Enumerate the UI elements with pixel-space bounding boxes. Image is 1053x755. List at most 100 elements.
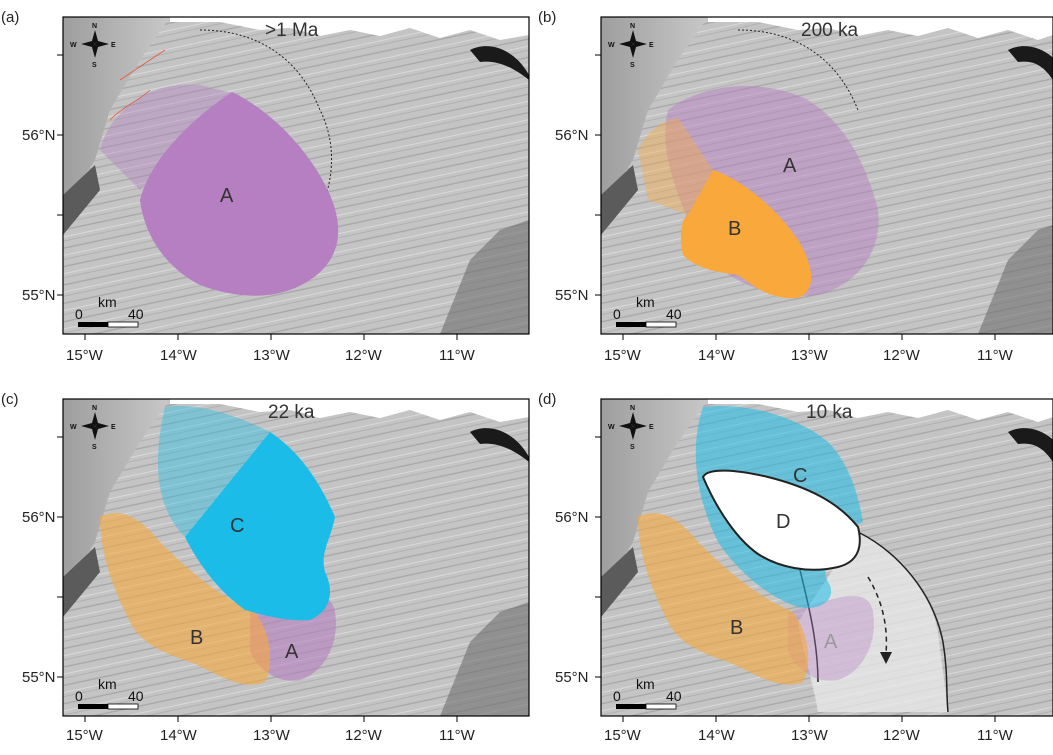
fan-area [798,532,948,712]
svg-text:0: 0 [613,306,621,322]
svg-text:W: W [70,424,77,431]
svg-text:14°W: 14°W [160,347,198,364]
compass-rose: N S E W [70,23,116,69]
svg-text:N: N [630,405,635,412]
svg-text:W: W [608,42,615,49]
svg-text:km: km [636,294,655,310]
svg-text:40: 40 [666,688,682,704]
svg-text:55°N: 55°N [22,669,56,686]
svg-text:W: W [608,424,615,431]
svg-text:13°W: 13°W [791,727,829,744]
svg-text:S: S [92,444,97,451]
svg-text:15°W: 15°W [604,347,642,364]
svg-text:S: S [630,62,635,69]
scale-bar: km 0 40 [613,676,682,710]
region-label-c: C [230,515,244,537]
region-label-c: C [793,465,807,487]
region-label-b: B [730,617,743,639]
flow-arrow [867,576,888,655]
region-label-a: A [783,155,797,177]
region-label-a: A [285,641,299,663]
shelf [63,17,170,210]
svg-text:56°N: 56°N [22,509,56,526]
svg-text:13°W: 13°W [253,347,291,364]
region-d [701,469,861,571]
scale-bar: km 0 40 [75,294,144,328]
region-b [100,513,271,685]
map-frame [62,398,530,717]
panel-c: (c) 22 ka C B A N S E W km 0 40 56°N 55°… [1,391,530,744]
age-label: 10 ka [806,402,853,423]
panel-letter: (d) [538,391,556,408]
panel-letter: (c) [1,391,19,408]
svg-text:S: S [630,444,635,451]
svg-text:12°W: 12°W [883,347,921,364]
panel-letter: (a) [1,9,19,26]
panel-letter: (b) [538,9,556,26]
svg-text:12°W: 12°W [345,347,383,364]
svg-text:13°W: 13°W [253,727,291,744]
svg-text:56°N: 56°N [555,509,589,526]
region-label-a: A [220,185,234,207]
region-a [140,92,339,296]
svg-text:14°W: 14°W [160,727,198,744]
map-frame [600,16,1053,335]
svg-text:55°N: 55°N [555,287,589,304]
svg-text:11°W: 11°W [439,727,476,744]
svg-text:13°W: 13°W [791,347,829,364]
svg-text:N: N [92,23,97,30]
svg-text:55°N: 55°N [555,669,589,686]
svg-text:E: E [111,424,116,431]
age-label: 200 ka [801,20,858,41]
svg-text:15°W: 15°W [66,347,104,364]
svg-text:km: km [98,676,117,692]
svg-text:12°W: 12°W [345,727,383,744]
svg-text:12°W: 12°W [883,727,921,744]
svg-text:E: E [649,424,654,431]
svg-text:11°W: 11°W [439,347,476,364]
panel-b: (b) 200 ka A B N S E W km 0 40 56°N 55°N [538,9,1053,364]
svg-text:W: W [70,42,77,49]
shelf-break [63,165,100,235]
svg-text:56°N: 56°N [555,127,589,144]
scale-bar: km 0 40 [75,676,144,710]
canyons [440,220,529,334]
svg-text:55°N: 55°N [22,287,56,304]
svg-text:15°W: 15°W [66,727,104,744]
region-c [185,432,335,621]
svg-text:N: N [630,23,635,30]
region-label-d: D [776,511,790,533]
region-label-b: B [190,627,203,649]
island [470,46,529,80]
region-b [680,170,812,299]
svg-text:N: N [92,405,97,412]
svg-text:km: km [636,676,655,692]
svg-text:E: E [111,42,116,49]
compass-rose: N S E W [70,405,116,451]
panel-d: (d) 10 ka C D B A N S E W km 0 40 56°N 5… [538,391,1053,744]
region-label-a: A [824,631,838,653]
map-frame [62,16,530,335]
region-label-b: B [728,218,741,240]
compass-rose: N S E W [608,23,654,69]
svg-text:11°W: 11°W [977,727,1014,744]
compass-rose: N S E W [608,405,654,451]
svg-text:11°W: 11°W [977,347,1014,364]
svg-text:15°W: 15°W [604,727,642,744]
svg-text:0: 0 [75,306,83,322]
svg-text:40: 40 [128,688,144,704]
age-label: >1 Ma [265,20,319,41]
svg-text:E: E [649,42,654,49]
region-a [788,596,874,681]
age-label: 22 ka [268,402,315,423]
svg-text:0: 0 [613,688,621,704]
panel-a: (a) >1 Ma A N S E W km 0 40 56°N 55°N [1,9,530,364]
scale-bar: km 0 40 [613,294,682,328]
svg-text:14°W: 14°W [698,727,736,744]
svg-text:40: 40 [666,306,682,322]
map-frame [600,398,1053,717]
svg-text:56°N: 56°N [22,127,56,144]
svg-text:14°W: 14°W [698,347,736,364]
svg-text:S: S [92,62,97,69]
